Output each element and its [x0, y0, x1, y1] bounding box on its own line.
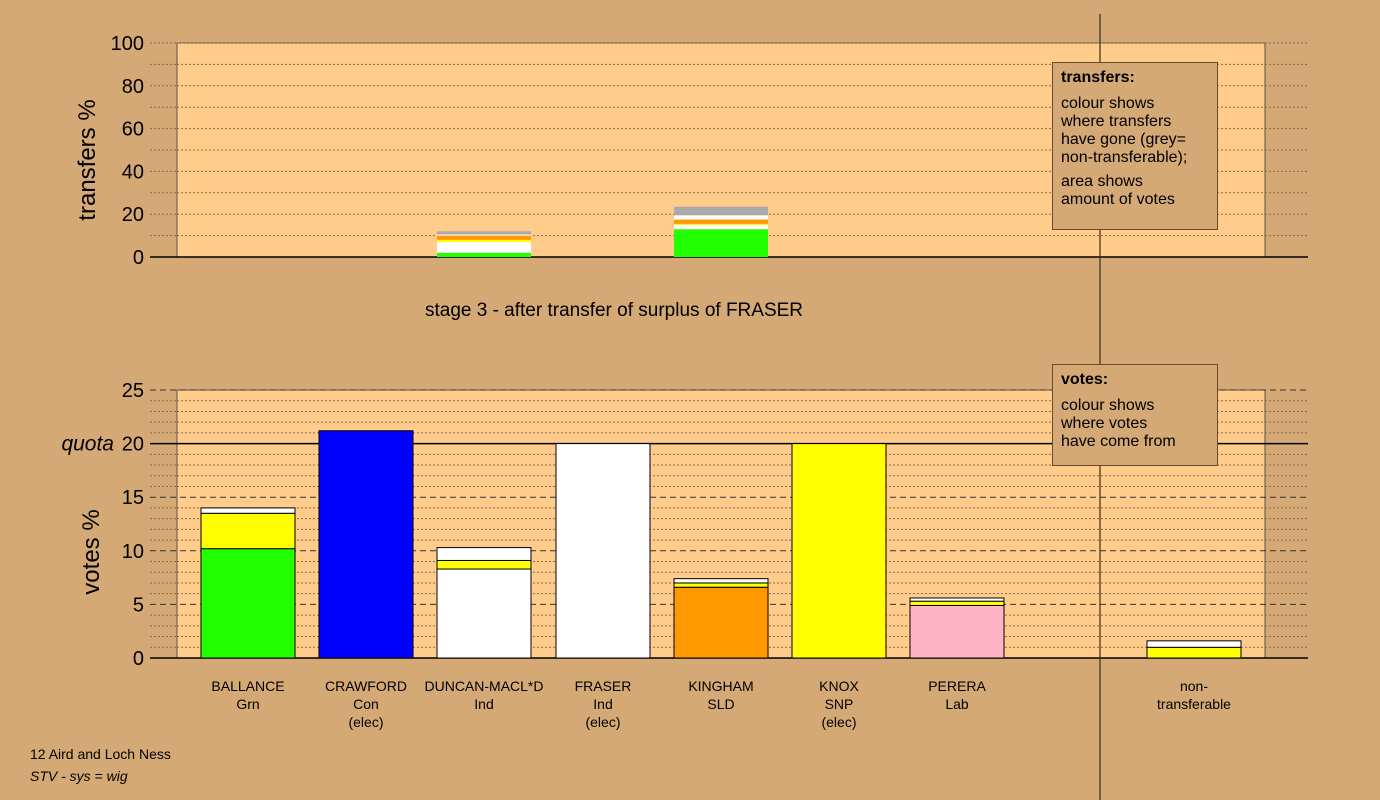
- transfers-bar-segment: [674, 223, 768, 225]
- transfers-legend-title: transfers:: [1061, 69, 1135, 86]
- category-label: SNP: [825, 696, 854, 712]
- nontransferable-label: non-: [1180, 678, 1208, 694]
- votes-tick-label: 0: [133, 648, 144, 670]
- votes-axis-label: votes %: [78, 509, 105, 594]
- category-label: (elec): [348, 714, 383, 730]
- votes-bar-segment: [673, 582, 769, 588]
- category-label: SLD: [707, 696, 734, 712]
- footer-constituency: 12 Aird and Loch Ness: [30, 746, 171, 762]
- transfers-legend-line: area shows: [1061, 173, 1143, 190]
- votes-bar-segment: [555, 443, 651, 659]
- votes-bar-segment: [200, 512, 296, 550]
- votes-legend-line: colour shows: [1061, 397, 1155, 414]
- transfers-bar-segment: [674, 219, 768, 224]
- transfers-bar-segment: [437, 231, 531, 235]
- category-label: FRASER: [575, 678, 632, 694]
- votes-tick-label: 20: [122, 434, 144, 456]
- votes-tick-label: 10: [122, 541, 144, 563]
- transfers-tick-label: 80: [122, 76, 144, 98]
- transfers-legend-line: have gone (grey=: [1061, 131, 1186, 148]
- votes-tick-label: 25: [122, 380, 144, 402]
- category-label: Lab: [945, 696, 969, 712]
- votes-bar-segment: [909, 600, 1005, 606]
- transfers-tick-label: 0: [133, 247, 144, 269]
- nontransferable-label: transferable: [1157, 696, 1231, 712]
- transfers-bar-segment: [437, 235, 531, 240]
- category-label: KNOX: [819, 678, 859, 694]
- quota-label: quota: [61, 433, 114, 456]
- transfers-legend-line: non-transferable);: [1061, 149, 1188, 166]
- nontransferable-bar-segment: [1146, 646, 1242, 659]
- votes-bar-segment: [200, 507, 296, 514]
- transfers-tick-label: 60: [122, 119, 144, 141]
- transfers-legend-line: where transfers: [1061, 113, 1172, 130]
- votes-bar-segment: [318, 430, 414, 659]
- category-label: PERERA: [928, 678, 986, 694]
- category-label: Grn: [236, 696, 259, 712]
- transfers-bar-segment: [437, 252, 531, 257]
- stage-title: stage 3 - after transfer of surplus of F…: [425, 300, 803, 321]
- transfers-tick-label: 100: [111, 33, 144, 55]
- transfers-bar-segment: [437, 234, 531, 236]
- transfers-bar-segment: [437, 239, 531, 243]
- votes-bar-segment: [791, 443, 887, 659]
- category-label: Ind: [474, 696, 493, 712]
- votes-bar-segment: [436, 547, 532, 561]
- votes-bar-segment: [909, 597, 1005, 602]
- category-label: CRAWFORD: [325, 678, 407, 694]
- transfers-legend-line: colour shows: [1061, 95, 1155, 112]
- transfers-legend-line: amount of votes: [1061, 191, 1175, 208]
- votes-legend-line: where votes: [1061, 415, 1148, 432]
- transfers-tick-label: 20: [122, 204, 144, 226]
- votes-bar-segment: [436, 559, 532, 570]
- transfers-tick-label: 40: [122, 161, 144, 183]
- votes-legend-title: votes:: [1061, 371, 1109, 388]
- category-label: BALLANCE: [211, 678, 284, 694]
- transfers-bar-segment: [437, 242, 531, 253]
- category-label: Ind: [593, 696, 612, 712]
- nontransferable-bar-segment: [1146, 640, 1242, 648]
- transfers-bar-segment: [674, 215, 768, 220]
- transfers-bar-segment: [674, 206, 768, 216]
- votes-bar-segment: [673, 586, 769, 659]
- category-label: Con: [353, 696, 379, 712]
- transfers-bar-segment: [674, 224, 768, 230]
- transfers-legend: transfers: colour shows where transfers …: [1052, 62, 1218, 230]
- votes-bar-segment: [909, 604, 1005, 659]
- votes-bar-segment: [200, 548, 296, 659]
- transfers-axis-label: transfers %: [74, 99, 101, 220]
- votes-tick-label: 15: [122, 487, 144, 509]
- transfers-bar-segment: [674, 229, 768, 257]
- votes-bar-segment: [673, 578, 769, 584]
- footer-system: STV - sys = wig: [30, 768, 128, 784]
- category-label: (elec): [821, 714, 856, 730]
- votes-bar-segment: [436, 568, 532, 659]
- votes-legend: votes: colour shows where votes have com…: [1052, 364, 1218, 466]
- votes-legend-line: have come from: [1061, 433, 1176, 450]
- votes-tick-label: 5: [133, 594, 144, 616]
- category-label: DUNCAN-MACL*D: [424, 678, 543, 694]
- category-label: (elec): [585, 714, 620, 730]
- category-label: KINGHAM: [688, 678, 753, 694]
